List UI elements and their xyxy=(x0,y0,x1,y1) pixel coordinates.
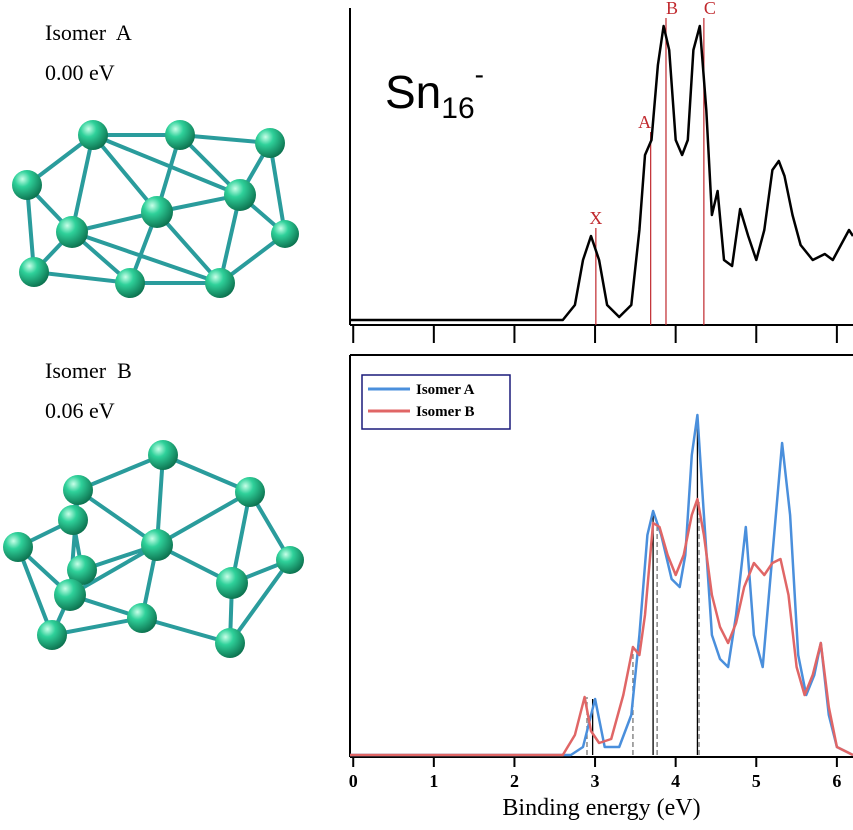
annotation-label: A xyxy=(638,112,651,132)
title-sup: - xyxy=(475,59,484,90)
structure-b xyxy=(3,440,304,658)
legend-label: Isomer A xyxy=(416,382,475,398)
structure-a xyxy=(12,120,299,298)
x-tick-label: 3 xyxy=(591,771,600,791)
x-tick-label: 2 xyxy=(510,771,519,791)
annotation-label: X xyxy=(589,208,602,228)
x-axis-label: Binding energy (eV) xyxy=(502,795,700,821)
x-tick-label: 0 xyxy=(349,771,358,791)
x-tick-label: 1 xyxy=(429,771,438,791)
annotation-label: C xyxy=(704,0,716,18)
isomer-energy: 0.06 eV xyxy=(45,398,115,423)
isomer-energy: 0.00 eV xyxy=(45,60,115,85)
legend-label: Isomer B xyxy=(416,404,474,420)
x-tick-label: 5 xyxy=(752,771,761,791)
x-tick-label: 6 xyxy=(832,771,841,791)
title-sub: 16 xyxy=(441,92,474,125)
title-base: Sn xyxy=(385,66,441,118)
series-line xyxy=(350,499,853,755)
isomer-name: Isomer B xyxy=(45,358,132,383)
figure: Isomer A 0.00 eV Isomer B 0.06 eV Sn16- … xyxy=(0,0,853,830)
panel-title: Sn16- xyxy=(385,59,484,125)
series-line xyxy=(350,415,853,755)
annotation-label: B xyxy=(666,0,678,18)
x-tick-label: 4 xyxy=(671,771,680,791)
isomer-name: Isomer A xyxy=(45,20,132,45)
